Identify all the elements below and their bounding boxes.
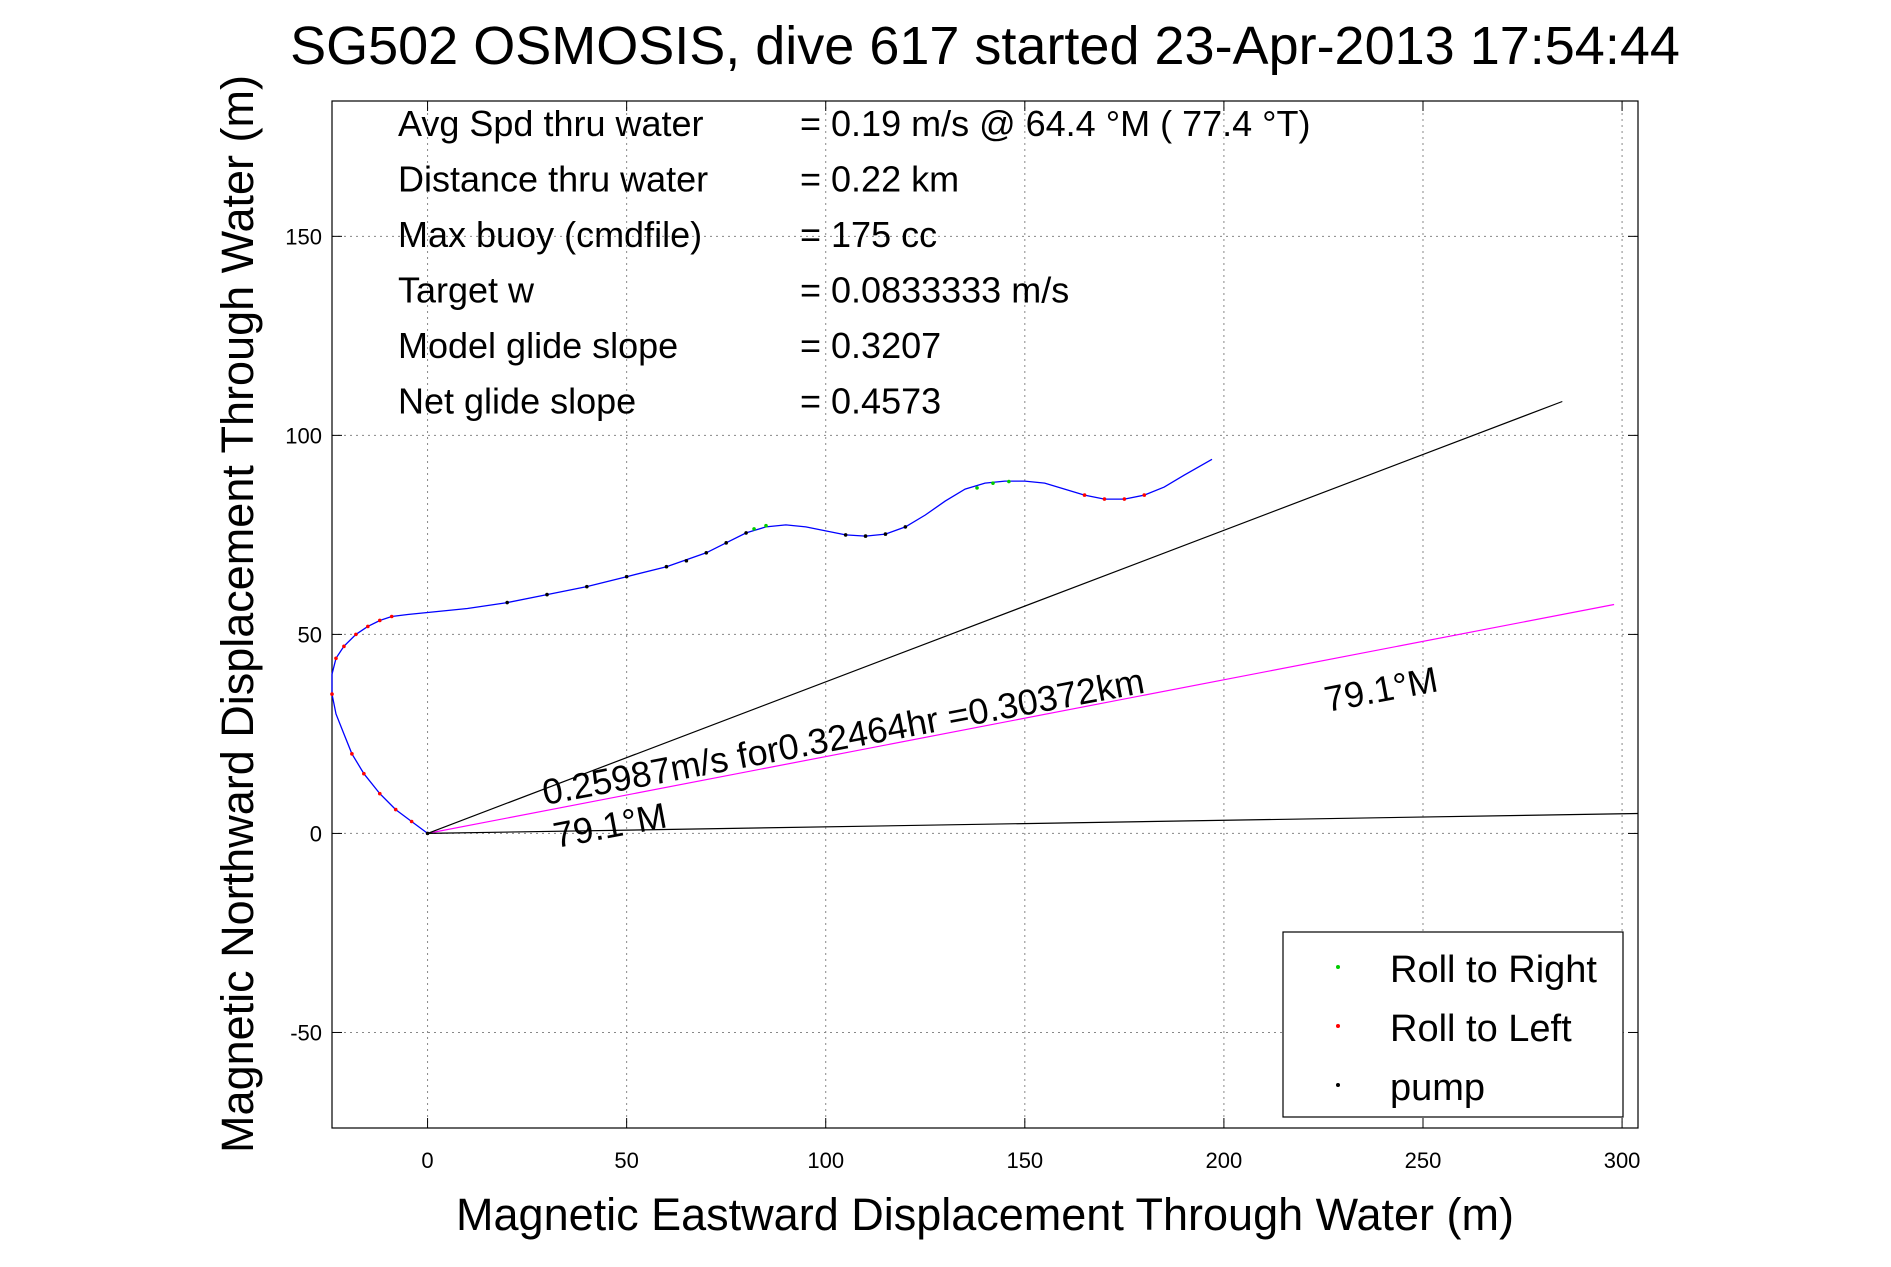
- roll-left-marker: [334, 656, 338, 661]
- roll-left-marker: [1102, 497, 1107, 501]
- stat-label: Model glide slope: [398, 325, 678, 366]
- axes-box: [331, 100, 1639, 1129]
- y-tick-label: -50: [290, 1020, 322, 1045]
- stat-label: Avg Spd thru water: [398, 103, 704, 144]
- legend-marker: [1336, 1024, 1340, 1028]
- roll-left-marker: [1122, 497, 1127, 501]
- legend-label: Roll to Right: [1390, 949, 1597, 991]
- stat-value: = 0.22 km: [800, 159, 959, 200]
- pump-marker: [545, 592, 549, 597]
- x-tick-label: 50: [614, 1148, 638, 1173]
- roll-left-marker: [366, 624, 370, 629]
- pump-marker: [863, 534, 868, 538]
- x-tick-label: 0: [421, 1148, 433, 1173]
- legend: Roll to Right Roll to Left pump: [1282, 931, 1624, 1118]
- x-axis-ticks: 0 50 100 150 200 250 300: [421, 101, 1640, 1173]
- y-tick-label: 0: [310, 821, 322, 846]
- pump-marker: [724, 541, 728, 545]
- stat-value: = 0.0833333 m/s: [800, 270, 1069, 311]
- roll-left-marker: [354, 632, 358, 637]
- model-heading-line: [427, 400, 1563, 834]
- pump-marker: [664, 564, 669, 569]
- roll-left-marker: [1082, 493, 1087, 497]
- legend-marker: [1336, 965, 1340, 969]
- stat-value: = 0.4573: [800, 381, 941, 422]
- stat-value: = 0.3207: [800, 325, 941, 366]
- pump-marker: [624, 574, 629, 579]
- stat-label: Target w: [398, 270, 535, 311]
- pump-marker: [704, 551, 709, 555]
- legend-box: [1282, 931, 1624, 1118]
- y-tick-label: 100: [285, 423, 322, 448]
- roll-left-marker: [389, 614, 394, 619]
- pump-marker: [843, 533, 848, 537]
- legend-label: Roll to Left: [1390, 1008, 1572, 1050]
- x-axis-label: Magnetic Eastward Displacement Through W…: [456, 1189, 1514, 1240]
- pump-marker: [903, 525, 908, 529]
- stat-value: = 175 cc: [800, 214, 937, 255]
- roll-left-marker: [330, 692, 334, 696]
- legend-label: pump: [1390, 1067, 1485, 1109]
- glider-track-line: [331, 458, 1213, 834]
- roll-left-marker: [393, 807, 398, 812]
- x-tick-label: 200: [1206, 1148, 1243, 1173]
- y-tick-label: 150: [285, 224, 322, 249]
- roll-right-marker: [975, 486, 979, 490]
- gridlines: [332, 101, 1638, 1128]
- roll-left-marker: [409, 819, 414, 824]
- roll-left-marker: [350, 752, 354, 756]
- pump-marker: [684, 558, 689, 563]
- roll-left-marker: [362, 771, 366, 776]
- x-tick-label: 150: [1006, 1148, 1043, 1173]
- pump-marker: [425, 831, 430, 836]
- roll-right-marker: [764, 523, 768, 528]
- roll-right-marker: [1007, 479, 1011, 484]
- legend-marker: [1336, 1083, 1340, 1087]
- roll-right-marker: [991, 481, 995, 485]
- y-tick-label: 50: [298, 622, 322, 647]
- roll-left-marker: [342, 644, 346, 649]
- current-direction-line: [427, 603, 1615, 834]
- chart-lines: [331, 400, 1639, 834]
- pump-marker: [585, 584, 589, 589]
- roll-right-marker: [752, 527, 756, 531]
- x-tick-label: 300: [1604, 1148, 1641, 1173]
- roll-left-marker: [377, 791, 382, 796]
- reference-heading-line: [427, 812, 1639, 834]
- stats-block: Avg Spd thru water = 0.19 m/s @ 64.4 °M (…: [398, 103, 1311, 422]
- chart-title: SG502 OSMOSIS, dive 617 started 23-Apr-2…: [290, 16, 1680, 76]
- stat-label: Net glide slope: [398, 381, 636, 422]
- pump-marker: [744, 531, 748, 535]
- roll-left-marker: [377, 618, 382, 623]
- roll-left-marker: [1142, 493, 1147, 497]
- y-axis-label: Magnetic Northward Displacement Through …: [212, 75, 263, 1153]
- stat-label: Distance thru water: [398, 159, 708, 200]
- x-tick-label: 100: [807, 1148, 844, 1173]
- stat-value: = 0.19 m/s @ 64.4 °M ( 77.4 °T): [800, 103, 1311, 144]
- chart-markers: [330, 479, 1147, 836]
- pump-marker: [883, 532, 888, 536]
- x-tick-label: 250: [1405, 1148, 1442, 1173]
- y-axis-ticks: -50 0 50 100 150: [285, 224, 1638, 1045]
- stat-label: Max buoy (cmdfile): [398, 214, 702, 255]
- pump-marker: [505, 600, 509, 605]
